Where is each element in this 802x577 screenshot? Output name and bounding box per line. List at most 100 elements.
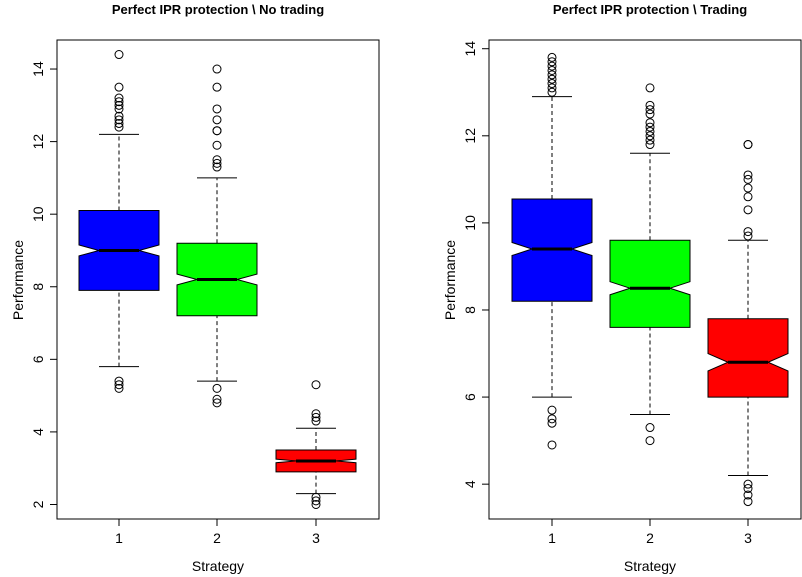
- y-tick-label: 12: [30, 134, 46, 150]
- outlier-point: [114, 383, 124, 393]
- outlier-point: [114, 111, 124, 121]
- box-strategy-2: [609, 83, 691, 446]
- outlier-point: [311, 412, 321, 422]
- outlier-point: [311, 496, 321, 506]
- outlier-point: [547, 74, 557, 84]
- panel-no-trading: Perfect IPR protection \ No trading Stra…: [10, 2, 380, 574]
- box-strategy-3: [707, 140, 789, 507]
- box-body: [609, 239, 691, 328]
- y-tick-label: 12: [462, 128, 478, 144]
- y-tick-label: 6: [30, 355, 46, 363]
- outlier-point: [743, 484, 753, 494]
- outlier-point: [114, 380, 124, 390]
- outlier-point: [645, 423, 655, 433]
- y-tick-label: 4: [30, 428, 46, 436]
- outlier-point: [311, 409, 321, 419]
- outlier-point: [212, 104, 222, 114]
- outlier-point: [645, 118, 655, 128]
- outlier-point: [547, 65, 557, 75]
- x-tick-label: 1: [548, 530, 556, 546]
- outlier-point: [311, 380, 321, 390]
- outlier-point: [743, 231, 753, 241]
- chart-title: Perfect IPR protection \ No trading: [112, 2, 324, 17]
- outlier-point: [645, 131, 655, 141]
- y-tick-label: 8: [30, 283, 46, 291]
- y-tick-label: 10: [462, 215, 478, 231]
- box-strategy-2: [176, 64, 258, 408]
- outlier-point: [743, 183, 753, 193]
- x-axis-label: Strategy: [192, 558, 244, 574]
- x-tick-label: 1: [115, 530, 123, 546]
- outlier-point: [212, 398, 222, 408]
- outlier-point: [547, 57, 557, 67]
- outlier-point: [743, 140, 753, 150]
- outlier-point: [212, 140, 222, 150]
- outlier-point: [114, 50, 124, 60]
- outlier-point: [212, 115, 222, 125]
- y-axis-label: Performance: [442, 240, 458, 320]
- plot-frame: [488, 39, 802, 520]
- outlier-point: [743, 479, 753, 489]
- y-tick-label: 8: [462, 306, 478, 314]
- outlier-point: [114, 93, 124, 103]
- outlier-point: [311, 499, 321, 509]
- outlier-point: [114, 376, 124, 386]
- outlier-point: [547, 61, 557, 71]
- y-axis-label: Performance: [10, 240, 26, 320]
- outlier-point: [645, 122, 655, 132]
- y-tick-label: 14: [30, 61, 46, 77]
- box-strategy-1: [78, 50, 160, 393]
- outlier-point: [547, 79, 557, 89]
- outlier-point: [212, 126, 222, 136]
- outlier-point: [114, 104, 124, 114]
- outlier-point: [645, 135, 655, 145]
- panel-trading: Perfect IPR protection \ Trading Strateg…: [442, 2, 802, 574]
- outlier-point: [743, 170, 753, 180]
- outlier-point: [547, 87, 557, 97]
- outlier-point: [114, 82, 124, 92]
- outlier-point: [645, 105, 655, 115]
- outlier-point: [212, 162, 222, 172]
- outlier-point: [645, 126, 655, 136]
- outlier-point: [212, 155, 222, 165]
- box-strategy-3: [275, 380, 357, 509]
- box-body: [707, 318, 789, 398]
- outlier-point: [645, 109, 655, 119]
- x-axis-label: Strategy: [624, 558, 676, 574]
- outlier-point: [547, 52, 557, 62]
- y-tick-label: 14: [462, 41, 478, 57]
- plot-frame: [56, 39, 380, 520]
- x-tick-label: 2: [646, 530, 654, 546]
- outlier-point: [311, 492, 321, 502]
- outlier-point: [212, 158, 222, 168]
- y-tick-label: 6: [462, 393, 478, 401]
- outlier-point: [743, 174, 753, 184]
- outlier-point: [114, 115, 124, 125]
- outlier-point: [743, 227, 753, 237]
- outlier-point: [547, 405, 557, 415]
- chart-title: Perfect IPR protection \ Trading: [553, 2, 747, 17]
- y-tick-label: 2: [30, 500, 46, 508]
- outlier-point: [645, 83, 655, 93]
- outlier-point: [743, 490, 753, 500]
- outlier-point: [743, 205, 753, 215]
- outlier-point: [547, 440, 557, 450]
- outlier-point: [547, 418, 557, 428]
- outlier-point: [645, 100, 655, 110]
- box-strategy-1: [511, 52, 593, 450]
- outlier-point: [114, 122, 124, 132]
- outlier-point: [212, 394, 222, 404]
- outlier-point: [645, 140, 655, 150]
- outlier-point: [212, 64, 222, 74]
- outlier-point: [743, 192, 753, 202]
- outlier-point: [743, 497, 753, 507]
- outlier-point: [645, 436, 655, 446]
- outlier-point: [547, 70, 557, 80]
- outlier-point: [311, 416, 321, 426]
- outlier-point: [114, 97, 124, 107]
- y-tick-label: 4: [462, 480, 478, 488]
- outlier-point: [212, 82, 222, 92]
